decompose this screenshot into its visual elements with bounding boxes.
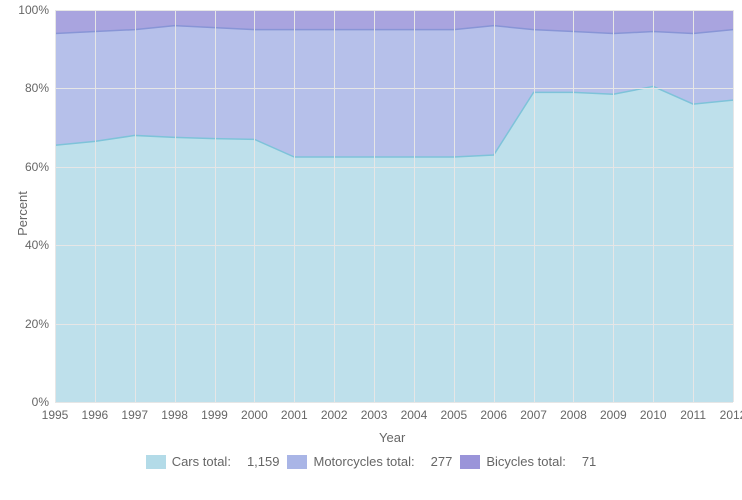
gridline-v xyxy=(414,10,415,402)
gridline-h xyxy=(55,245,733,246)
legend-swatch xyxy=(287,455,307,469)
x-tick-label: 2004 xyxy=(401,402,428,422)
legend: Cars total: 1,159 Motorcycles total: 277 Bic… xyxy=(0,454,742,469)
x-tick-label: 1998 xyxy=(161,402,188,422)
legend-item[interactable]: Bicycles total: 71 xyxy=(460,454,596,469)
x-tick-label: 2003 xyxy=(361,402,388,422)
gridline-v xyxy=(733,10,734,402)
gridline-v xyxy=(494,10,495,402)
gridline-v xyxy=(693,10,694,402)
plot-area: 0%20%40%60%80%100%1995199619971998199920… xyxy=(55,10,733,402)
y-axis-title: Percent xyxy=(15,191,30,236)
legend-item[interactable]: Motorcycles total: 277 xyxy=(287,454,452,469)
legend-swatch xyxy=(460,455,480,469)
gridline-v xyxy=(254,10,255,402)
gridline-v xyxy=(55,10,56,402)
x-tick-label: 2008 xyxy=(560,402,587,422)
gridline-v xyxy=(534,10,535,402)
x-tick-label: 2005 xyxy=(440,402,467,422)
gridline-v xyxy=(573,10,574,402)
x-tick-label: 2009 xyxy=(600,402,627,422)
gridline-v xyxy=(334,10,335,402)
x-tick-label: 1997 xyxy=(121,402,148,422)
gridline-v xyxy=(135,10,136,402)
area-layers xyxy=(55,10,733,402)
x-tick-label: 2001 xyxy=(281,402,308,422)
gridline-v xyxy=(95,10,96,402)
gridline-h xyxy=(55,88,733,89)
x-tick-label: 2010 xyxy=(640,402,667,422)
x-tick-label: 1996 xyxy=(82,402,109,422)
x-tick-label: 2007 xyxy=(520,402,547,422)
gridline-v xyxy=(215,10,216,402)
y-tick-label: 40% xyxy=(25,238,55,252)
gridline-v xyxy=(613,10,614,402)
x-tick-label: 2002 xyxy=(321,402,348,422)
y-tick-label: 100% xyxy=(18,3,55,17)
gridline-v xyxy=(294,10,295,402)
gridline-h xyxy=(55,324,733,325)
gridline-h xyxy=(55,167,733,168)
legend-total: 277 xyxy=(431,454,453,469)
x-tick-label: 2006 xyxy=(480,402,507,422)
x-tick-label: 2012 xyxy=(720,402,742,422)
x-tick-label: 2011 xyxy=(680,402,706,422)
gridline-h xyxy=(55,402,733,403)
gridline-h xyxy=(55,10,733,11)
legend-swatch xyxy=(146,455,166,469)
x-tick-label: 1995 xyxy=(42,402,69,422)
legend-total: 1,159 xyxy=(247,454,280,469)
gridline-v xyxy=(175,10,176,402)
y-tick-label: 80% xyxy=(25,81,55,95)
legend-label: Motorcycles total: xyxy=(313,454,414,469)
gridline-v xyxy=(374,10,375,402)
stacked-area-chart: Percent 0%20%40%60%80%100%19951996199719… xyxy=(0,0,742,500)
legend-item[interactable]: Cars total: 1,159 xyxy=(146,454,280,469)
legend-label: Bicycles total: xyxy=(486,454,565,469)
x-tick-label: 2000 xyxy=(241,402,268,422)
x-tick-label: 1999 xyxy=(201,402,228,422)
y-tick-label: 20% xyxy=(25,317,55,331)
legend-label: Cars total: xyxy=(172,454,231,469)
x-axis-title: Year xyxy=(379,430,405,445)
y-tick-label: 60% xyxy=(25,160,55,174)
legend-total: 71 xyxy=(582,454,596,469)
gridline-v xyxy=(454,10,455,402)
gridline-v xyxy=(653,10,654,402)
